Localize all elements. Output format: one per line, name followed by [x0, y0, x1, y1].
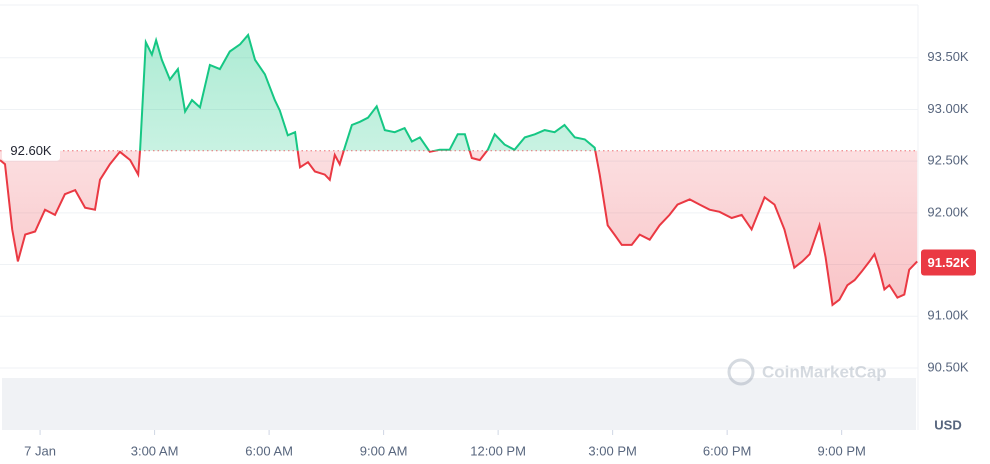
y-tick-label: 90.50K	[927, 359, 969, 374]
area-below	[0, 150, 918, 305]
y-tick-label: 91.00K	[927, 308, 969, 323]
line-above	[119, 32, 597, 151]
watermark-text: CoinMarketCap	[762, 362, 887, 381]
y-tick-label: 92.00K	[927, 204, 969, 219]
x-tick-label: 12:00 PM	[470, 443, 526, 458]
x-tick-label: 3:00 AM	[131, 443, 179, 458]
x-tick-label: 7 Jan	[24, 443, 56, 458]
x-tick-label: 9:00 PM	[817, 443, 865, 458]
line-below	[0, 150, 918, 307]
last-price-tag	[921, 249, 976, 276]
x-tick-label: 6:00 AM	[245, 443, 293, 458]
y-tick-label: 92.50K	[927, 153, 969, 168]
watermark-logo	[727, 358, 755, 386]
volume-band	[2, 378, 916, 430]
x-tick-label: 3:00 PM	[588, 443, 636, 458]
watermark: CoinMarketCap	[727, 358, 887, 386]
y-tick-label: 93.00K	[927, 101, 969, 116]
y-tick-label: 93.50K	[927, 49, 969, 64]
baseline-label: 92.60K	[10, 143, 52, 158]
y-unit: USD	[934, 417, 961, 432]
x-tick-label: 9:00 AM	[360, 443, 408, 458]
last-price-label: 91.52K	[928, 255, 971, 270]
baseline-label-bg	[2, 140, 60, 161]
x-tick-label: 6:00 PM	[703, 443, 751, 458]
area-above	[140, 35, 596, 151]
